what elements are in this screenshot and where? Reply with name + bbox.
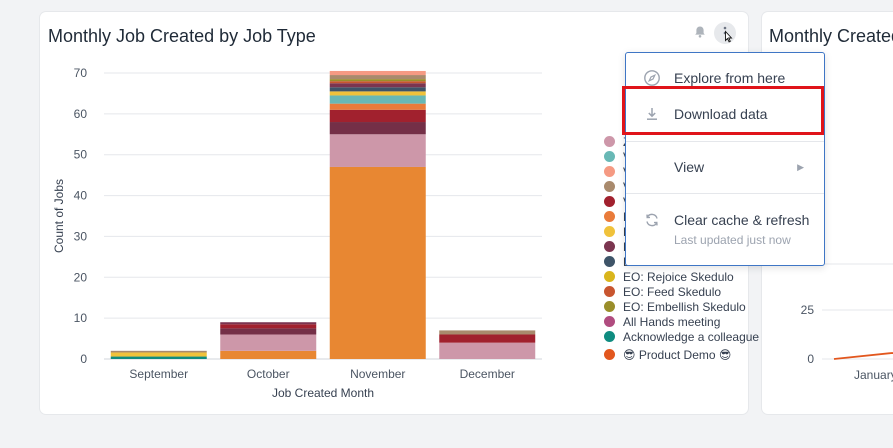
download-highlight-box — [622, 86, 824, 135]
line-chart-right: 25 0 January — [801, 263, 893, 382]
bar-segment — [110, 350, 207, 353]
x-tick-label: September — [129, 367, 188, 381]
chart-options-menu: Explore from here Download data View ▶ C… — [625, 52, 825, 266]
compass-icon — [642, 68, 662, 88]
menu-item-explore[interactable]: Explore from here — [626, 67, 824, 89]
legend-item[interactable]: EO: Feed Skedulo — [604, 284, 759, 299]
bar-segment — [329, 122, 426, 135]
menu-item-label: View — [674, 159, 705, 175]
y-tick-label: 30 — [74, 229, 88, 243]
y-tick-label: 20 — [74, 270, 88, 284]
stacked-bar-chart: 0 10 20 30 40 50 60 70 September October November D… — [52, 66, 542, 400]
bar-segment — [110, 356, 207, 359]
legend-swatch — [604, 136, 615, 147]
y-axis-title: Count of Jobs — [52, 179, 66, 253]
series-line — [833, 352, 893, 360]
legend-item[interactable]: EO: Rejoice Skedulo — [604, 269, 759, 284]
legend-swatch — [604, 286, 615, 297]
x-axis-title: Job Created Month — [272, 386, 374, 400]
y-tick-label: 50 — [74, 148, 88, 162]
bar-segment — [220, 350, 317, 359]
legend-swatch — [604, 151, 615, 162]
menu-item-clear-cache[interactable]: Clear cache & refresh — [626, 209, 824, 231]
bell-icon[interactable] — [690, 22, 710, 42]
menu-divider — [626, 193, 824, 194]
legend-item[interactable]: EO: Embellish Skedulo — [604, 299, 759, 314]
download-icon — [642, 104, 662, 124]
chart-title: Monthly Job Created by Job Type — [48, 26, 316, 46]
menu-item-label: Clear cache & refresh — [674, 212, 810, 228]
bar-segment — [439, 342, 536, 359]
y-tick-label: 10 — [74, 311, 88, 325]
legend-label: EO: Rejoice Skedulo — [623, 269, 734, 284]
bar-segment — [329, 75, 426, 80]
bar-segment — [329, 79, 426, 82]
menu-item-download-data[interactable]: Download data — [626, 103, 824, 125]
x-tick-label: October — [247, 367, 290, 381]
y-tick-label: 0 — [80, 352, 87, 366]
legend-swatch — [604, 301, 615, 312]
bar-segment — [329, 87, 426, 92]
x-tick-label: January — [854, 368, 893, 382]
legend-item[interactable]: Acknowledge a colleague — [604, 329, 759, 344]
bar-segment — [329, 83, 426, 88]
bar-segment — [329, 95, 426, 104]
refresh-icon — [642, 210, 662, 230]
menu-item-label: Explore from here — [674, 70, 786, 86]
bar-segment — [220, 334, 317, 351]
bar-segment — [110, 352, 207, 357]
x-tick-label: December — [460, 367, 515, 381]
chart-title-right: Monthly Created — [769, 26, 893, 46]
bar-segment — [329, 134, 426, 167]
bar-segment — [220, 322, 317, 325]
bar-segment — [329, 103, 426, 110]
bar-segment — [329, 166, 426, 359]
chevron-right-icon: ▶ — [797, 161, 804, 172]
legend-swatch — [604, 256, 615, 267]
bar-segment — [329, 70, 426, 76]
y-tick-label: 0 — [807, 352, 814, 366]
legend-swatch — [604, 166, 615, 177]
legend-swatch — [604, 271, 615, 282]
legend-swatch — [604, 181, 615, 192]
legend-label: All Hands meeting — [623, 314, 721, 329]
menu-divider — [626, 141, 824, 142]
legend-item[interactable]: 😎 Product Demo 😎 — [604, 347, 759, 362]
legend-item[interactable]: All Hands meeting — [604, 314, 759, 329]
menu-item-label: Download data — [674, 106, 768, 122]
legend-swatch — [604, 196, 615, 207]
bar-segment — [439, 330, 536, 335]
menu-item-view[interactable]: View ▶ — [626, 156, 824, 178]
legend-swatch — [604, 241, 615, 252]
legend-swatch — [604, 331, 615, 342]
y-tick-label: 25 — [801, 303, 815, 317]
bar-segment — [329, 91, 426, 96]
y-tick-label: 60 — [74, 107, 88, 121]
legend-swatch — [604, 316, 615, 327]
y-tick-label: 70 — [74, 66, 88, 80]
last-updated-text: Last updated just now — [674, 233, 791, 247]
legend-swatch — [604, 211, 615, 222]
more-options-icon[interactable] — [714, 22, 736, 44]
bar-segment — [329, 81, 426, 84]
legend-label: EO: Embellish Skedulo — [623, 299, 746, 314]
bar-segment — [220, 324, 317, 329]
bar-segment — [439, 334, 536, 343]
gridlines-right — [822, 263, 893, 360]
y-tick-label: 40 — [74, 189, 88, 203]
x-tick-label: November — [350, 367, 405, 381]
legend-label: EO: Feed Skedulo — [623, 284, 722, 299]
legend-label: Acknowledge a colleague — [623, 329, 760, 344]
bar-segment — [220, 328, 317, 335]
bar-segment — [329, 109, 426, 123]
legend-swatch — [604, 349, 615, 360]
legend-label: 😎 Product Demo 😎 — [623, 347, 732, 362]
legend-swatch — [604, 226, 615, 237]
